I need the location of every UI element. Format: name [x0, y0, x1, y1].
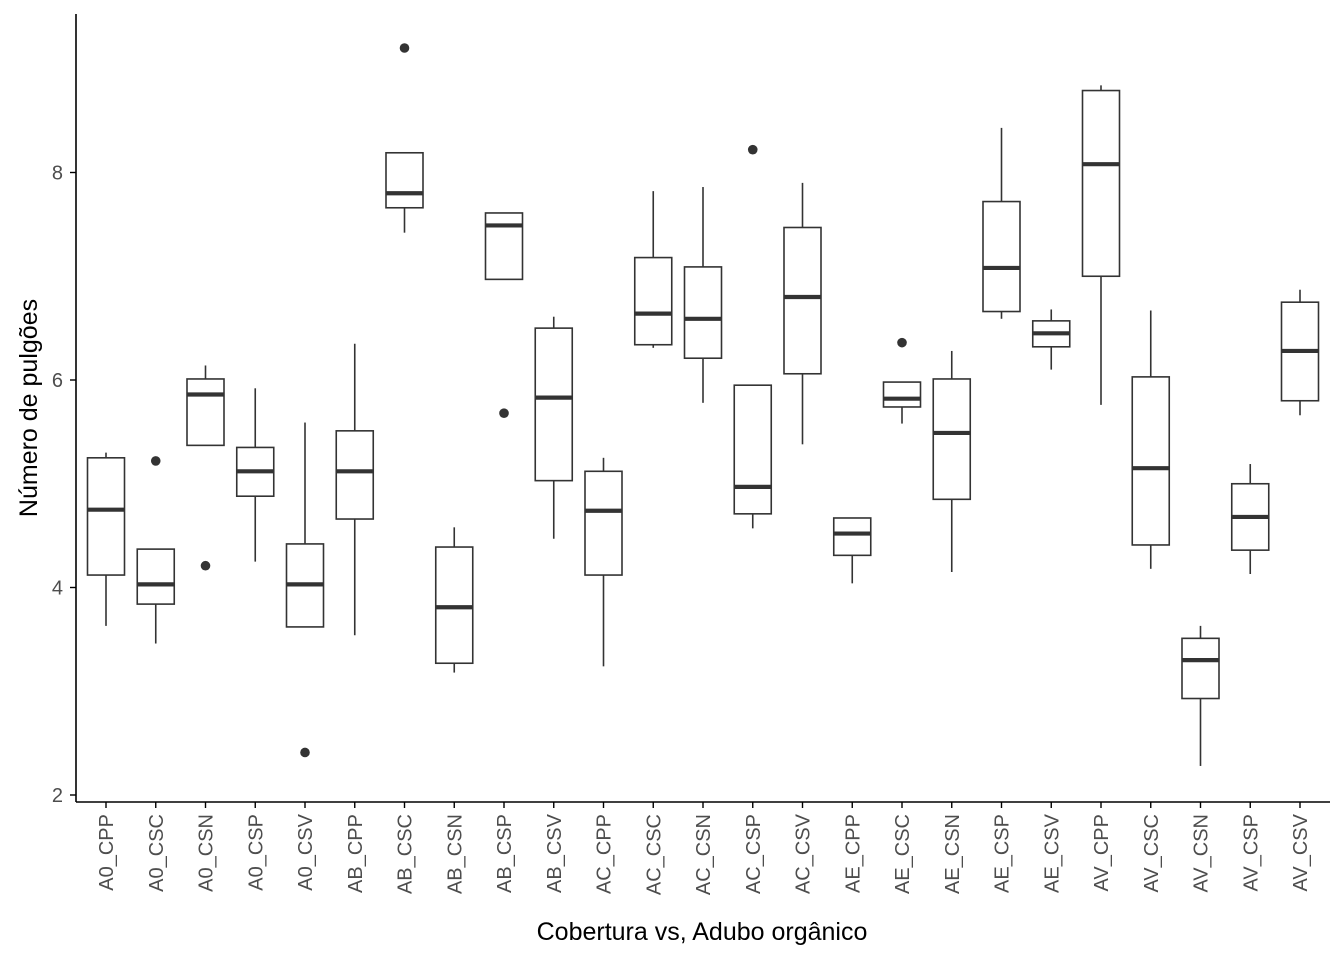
- y-tick-label: 8: [52, 163, 63, 185]
- x-tick-label: AE_CSP: [992, 814, 1014, 893]
- x-tick-label: AB_CSP: [494, 814, 516, 893]
- iqr-box: [1131, 376, 1171, 546]
- iqr-box: [832, 517, 872, 557]
- box-AV_CSP: [1230, 464, 1270, 575]
- x-tick-label: AC_CSN: [693, 814, 715, 895]
- x-tick-label: AB_CSV: [544, 813, 566, 893]
- x-tick-label: A0_CSP: [245, 814, 267, 891]
- x-tick-label: AC_CSP: [743, 814, 765, 894]
- box-AB_CSP: [484, 212, 524, 419]
- outlier-point: [747, 144, 758, 155]
- iqr-box: [1181, 637, 1220, 700]
- box-AE_CSN: [932, 350, 972, 572]
- box-AE_CSP: [982, 127, 1021, 319]
- iqr-box: [484, 212, 524, 281]
- box-A0_CSP: [235, 388, 275, 562]
- box-AB_CPP: [335, 343, 375, 636]
- x-tick-label: A0_CSN: [196, 814, 218, 892]
- box-AV_CSN: [1181, 625, 1220, 766]
- x-axis-ticks: A0_CPP A0_CSC A0_CSN A0_CSP A0_CSV AB_CPP AB_C…: [96, 802, 1312, 895]
- box-A0_CSC: [136, 456, 176, 644]
- box-AE_CSV: [1031, 309, 1071, 370]
- iqr-box: [86, 457, 126, 576]
- iqr-box: [932, 378, 972, 501]
- iqr-box: [882, 381, 922, 408]
- plot-area: [86, 43, 1320, 766]
- box-AC_CSP: [733, 144, 773, 529]
- outlier-point: [200, 560, 211, 571]
- x-axis-title: Cobertura vs, Adubo orgânico: [537, 918, 868, 946]
- iqr-box: [186, 378, 225, 447]
- x-tick-label: AC_CSC: [643, 814, 665, 895]
- box-AV_CSV: [1280, 289, 1320, 416]
- x-tick-label: AB_CSN: [444, 814, 466, 894]
- x-tick-label: AV_CPP: [1091, 814, 1113, 891]
- iqr-box: [633, 256, 673, 346]
- x-tick-label: AC_CPP: [594, 814, 616, 894]
- x-tick-label: AV_CSC: [1141, 814, 1163, 893]
- iqr-box: [1081, 89, 1121, 278]
- iqr-box: [534, 327, 574, 482]
- box-AC_CSC: [633, 191, 673, 348]
- x-tick-label: A0_CSC: [146, 814, 168, 892]
- x-tick-label: AE_CSV: [1041, 813, 1063, 893]
- x-tick-label: AE_CSC: [892, 814, 914, 894]
- box-A0_CPP: [86, 452, 126, 626]
- box-AC_CSV: [783, 182, 822, 445]
- iqr-box: [136, 548, 176, 605]
- iqr-box: [783, 226, 822, 375]
- outlier-point: [499, 408, 509, 419]
- outlier-point: [300, 747, 310, 758]
- box-AV_CPP: [1081, 85, 1121, 405]
- box-AE_CPP: [832, 517, 872, 584]
- box-AE_CSC: [882, 337, 922, 424]
- iqr-box: [733, 384, 773, 515]
- outlier-point: [399, 43, 410, 53]
- x-tick-label: AC_CSV: [793, 813, 815, 894]
- iqr-box: [335, 430, 375, 520]
- x-tick-label: AE_CSN: [942, 814, 964, 894]
- iqr-box: [385, 151, 424, 209]
- x-tick-label: AV_CSV: [1290, 813, 1312, 891]
- iqr-box: [982, 200, 1021, 313]
- y-axis-title: Número de pulgões: [15, 299, 43, 517]
- x-tick-label: AV_CSN: [1191, 814, 1213, 893]
- box-AB_CSN: [434, 527, 474, 673]
- x-tick-label: AV_CSP: [1240, 814, 1262, 891]
- x-tick-label: AB_CSC: [395, 814, 417, 894]
- y-tick-label: 4: [52, 578, 63, 600]
- outlier-point: [897, 337, 907, 348]
- iqr-box: [584, 470, 623, 576]
- box-AB_CSC: [385, 43, 424, 233]
- x-tick-label: A0_CPP: [96, 814, 118, 891]
- y-tick-label: 6: [52, 370, 63, 392]
- y-axis-ticks: 2 4 6 8: [52, 163, 76, 807]
- box-AC_CSN: [683, 187, 723, 403]
- box-A0_CSV: [285, 422, 325, 758]
- box-A0_CSN: [186, 365, 225, 571]
- x-tick-label: AB_CPP: [345, 814, 367, 893]
- box-AC_CPP: [584, 457, 623, 667]
- box-AB_CSV: [534, 316, 574, 539]
- x-tick-label: A0_CSV: [295, 813, 317, 890]
- y-tick-label: 2: [52, 785, 63, 807]
- x-tick-label: AE_CPP: [842, 814, 864, 893]
- iqr-box: [683, 266, 723, 360]
- outlier-point: [150, 456, 161, 466]
- box-AV_CSC: [1131, 310, 1171, 569]
